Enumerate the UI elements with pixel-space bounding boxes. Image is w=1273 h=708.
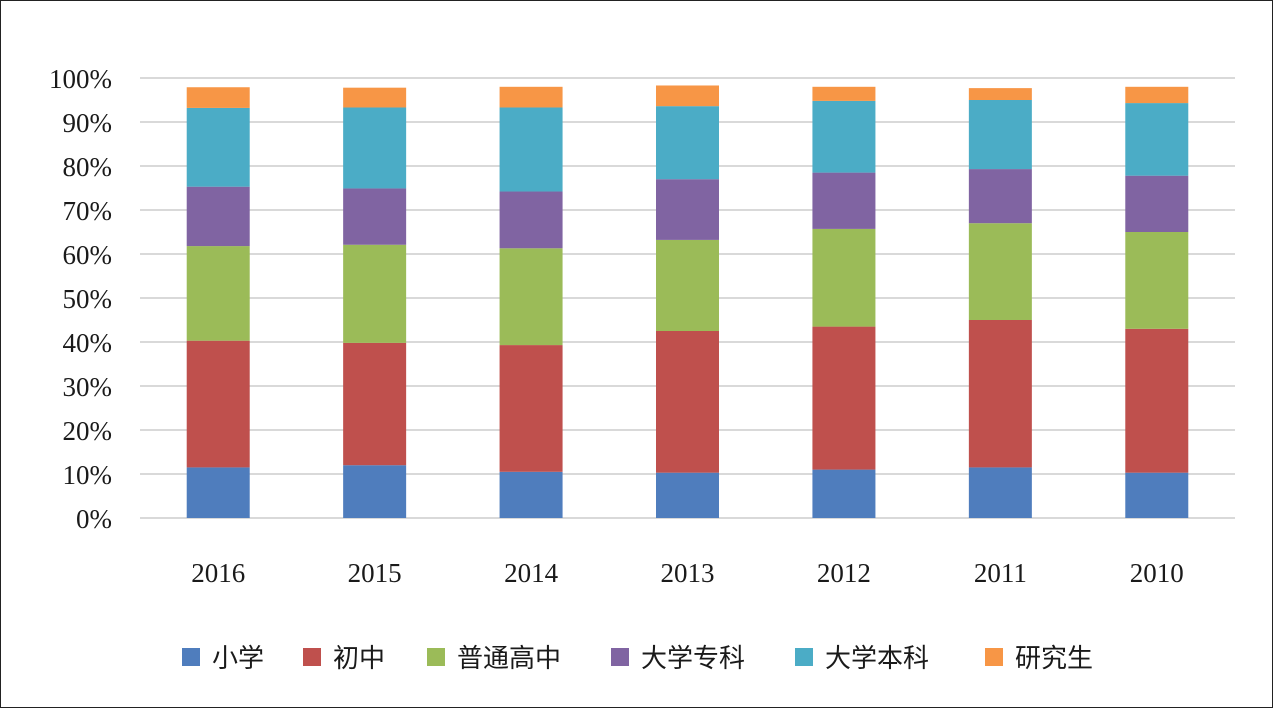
legend-swatch: [182, 648, 200, 666]
legend-item: 小学: [182, 644, 264, 674]
legend-item: 大学专科: [611, 644, 745, 674]
bar-segment: [186, 340, 250, 468]
bar-segment: [343, 87, 407, 108]
bar-segment: [1125, 86, 1189, 104]
y-tick-label: 50%: [63, 284, 113, 314]
x-tick-label: 2010: [1130, 558, 1184, 588]
bar-segment: [656, 106, 719, 180]
legend-item: 初中: [303, 644, 385, 674]
bar-segment: [186, 246, 250, 341]
y-axis-tick-labels: 0% 10% 20% 30% 40% 50% 60% 70% 80% 90% 100%: [49, 64, 112, 534]
bar-segment: [499, 471, 563, 518]
legend-label: 初中: [333, 644, 385, 674]
bar-segment: [656, 331, 719, 473]
bar-segment: [499, 86, 563, 108]
bar-segment: [1125, 103, 1189, 176]
y-tick-label: 40%: [63, 328, 113, 358]
bar-segment: [186, 186, 250, 247]
bar-segment: [812, 172, 876, 229]
bar-segment: [656, 85, 719, 107]
bar-segment: [812, 100, 876, 173]
y-tick-label: 100%: [49, 64, 112, 94]
bar-segment: [186, 87, 250, 108]
bar-segment: [1125, 328, 1189, 473]
bar-segment: [343, 342, 407, 466]
legend-item: 普通高中: [427, 644, 561, 674]
bar-segment: [812, 469, 876, 518]
y-tick-label: 90%: [63, 108, 113, 138]
legend: 小学 初中 普通高中 大学专科 大学本科 研究生: [182, 644, 1093, 674]
bar-segment: [186, 107, 250, 187]
bar-segment: [812, 228, 876, 327]
bar-segment: [968, 88, 1032, 100]
bar-segment: [968, 100, 1032, 170]
bar-segment: [1125, 472, 1189, 518]
x-tick-label: 2011: [974, 558, 1027, 588]
x-tick-label: 2012: [817, 558, 871, 588]
bar-segment: [968, 320, 1032, 468]
legend-label: 普通高中: [457, 644, 561, 674]
legend-swatch: [427, 648, 445, 666]
bars: [186, 85, 1189, 518]
bar-segment: [343, 107, 407, 189]
bar-segment: [968, 467, 1032, 518]
legend-swatch: [985, 648, 1003, 666]
x-tick-label: 2014: [504, 558, 559, 588]
legend-swatch: [303, 648, 321, 666]
x-axis-tick-labels: 2016 2015 2014 2013 2012 2011 2010: [191, 558, 1184, 588]
bar-segment: [343, 465, 407, 518]
legend-label: 大学本科: [825, 644, 929, 674]
bar-segment: [499, 345, 563, 472]
legend-label: 研究生: [1015, 644, 1093, 674]
bar-segment: [343, 188, 407, 245]
x-tick-label: 2015: [348, 558, 402, 588]
bar-segment: [812, 86, 876, 101]
bar-segment: [499, 107, 563, 192]
legend-label: 小学: [212, 644, 264, 674]
legend-item: 研究生: [985, 644, 1093, 674]
bar-segment: [812, 326, 876, 470]
legend-swatch: [611, 648, 629, 666]
y-tick-label: 70%: [63, 196, 113, 226]
y-tick-label: 60%: [63, 240, 113, 270]
y-tick-label: 80%: [63, 152, 113, 182]
bar-segment: [656, 239, 719, 331]
legend-item: 大学本科: [795, 644, 929, 674]
y-tick-label: 0%: [76, 504, 112, 534]
y-tick-label: 30%: [63, 372, 113, 402]
bar-segment: [499, 191, 563, 249]
bar-segment: [343, 244, 407, 343]
bar-segment: [1125, 232, 1189, 329]
x-tick-label: 2016: [191, 558, 245, 588]
bar-segment: [968, 223, 1032, 320]
bar-segment: [186, 467, 250, 518]
legend-label: 大学专科: [641, 644, 745, 674]
bar-segment: [1125, 175, 1189, 232]
y-tick-label: 20%: [63, 416, 113, 446]
x-tick-label: 2013: [661, 558, 715, 588]
bar-segment: [656, 179, 719, 240]
bar-segment: [968, 169, 1032, 224]
bar-segment: [656, 472, 719, 518]
bar-segment: [499, 248, 563, 346]
y-tick-label: 10%: [63, 460, 113, 490]
legend-swatch: [795, 648, 813, 666]
